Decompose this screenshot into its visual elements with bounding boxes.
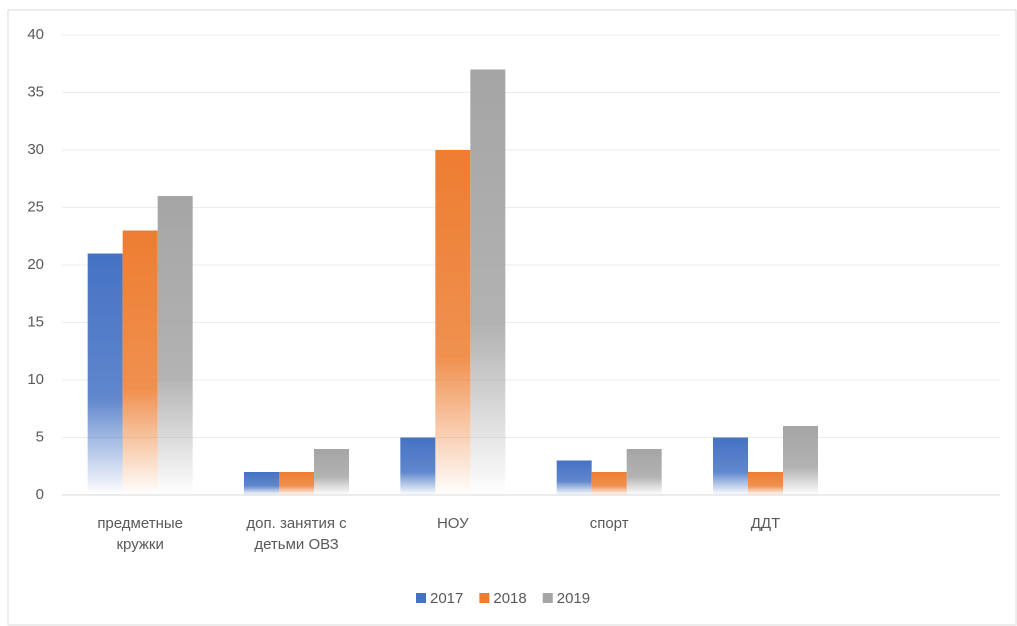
bar xyxy=(87,253,123,495)
bar xyxy=(400,437,436,495)
y-tick-label: 30 xyxy=(27,141,44,158)
legend-swatch xyxy=(479,593,490,603)
bar xyxy=(314,449,349,495)
x-tick-label: предметные кружки xyxy=(97,515,183,553)
bar xyxy=(122,230,158,495)
legend-swatch xyxy=(416,593,426,603)
x-tick-label: НОУ xyxy=(436,515,469,532)
bar xyxy=(713,437,748,495)
y-tick-label: 40 xyxy=(27,26,44,43)
bar xyxy=(244,472,279,495)
y-tick-label: 20 xyxy=(27,256,44,273)
legend-label: 2017 xyxy=(430,590,463,607)
y-tick-label: 15 xyxy=(27,313,44,330)
bar xyxy=(435,150,471,495)
chart-border xyxy=(7,9,1017,626)
legend-label: 2018 xyxy=(493,590,526,607)
x-tick-label: спорт xyxy=(589,515,629,532)
y-tick-label: 5 xyxy=(36,428,44,445)
x-tick-label: доп. занятия с детьми ОВЗ xyxy=(246,515,347,553)
bar xyxy=(157,196,193,495)
bar xyxy=(783,426,818,495)
bar xyxy=(470,69,506,495)
y-tick-label: 25 xyxy=(27,198,44,215)
x-tick-label: ДДТ xyxy=(750,515,781,532)
bar xyxy=(626,449,662,495)
y-tick-label: 10 xyxy=(27,371,44,388)
y-tick-label: 35 xyxy=(27,83,44,100)
y-tick-label: 0 xyxy=(36,486,44,503)
bar xyxy=(591,472,627,495)
legend-label: 2019 xyxy=(557,590,590,607)
bar xyxy=(748,472,783,495)
legend-swatch xyxy=(542,593,553,603)
bar xyxy=(279,472,314,495)
bar xyxy=(556,460,592,495)
